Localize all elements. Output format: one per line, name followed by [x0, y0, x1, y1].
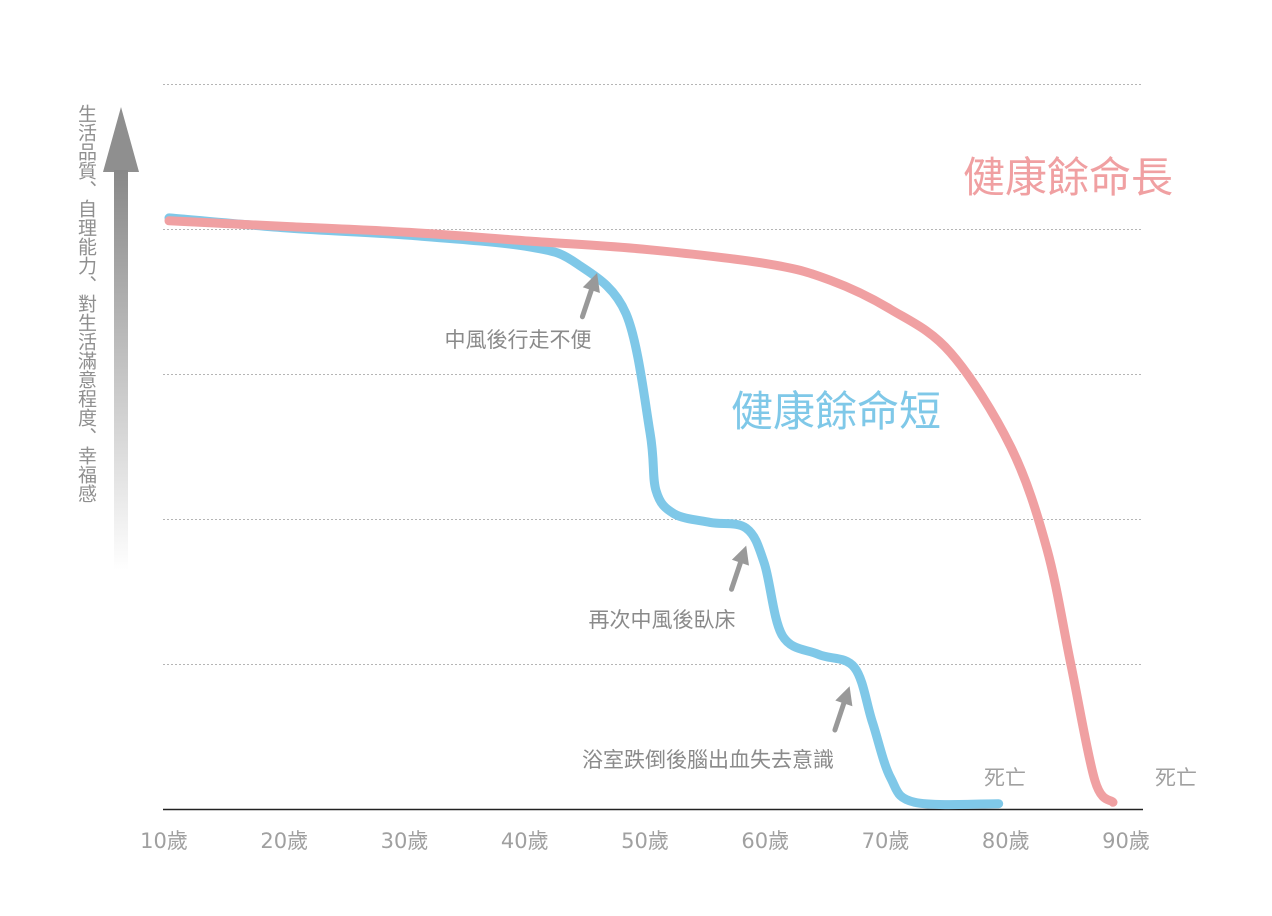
x-tick-label: 10歲	[140, 829, 188, 853]
annotation-arrow-icon	[729, 545, 749, 592]
x-tick-labels: 10歲 20歲 30歲 40歲 50歲 60歲 70歲 80歲 90歲	[140, 829, 1150, 853]
series-label-short: 健康餘命短	[731, 387, 941, 436]
x-tick-label: 60歲	[741, 829, 789, 853]
end-label-short: 死亡	[984, 766, 1026, 790]
series-label-long: 健康餘命長	[963, 153, 1173, 202]
x-tick-label: 90歲	[1102, 829, 1150, 853]
annotation-arrow-icon	[832, 686, 853, 733]
annotation-arrow-icon	[579, 273, 600, 320]
y-axis-label: 生活品質、自理能力、對生活滿意程度、幸福感	[75, 104, 97, 503]
end-label-long: 死亡	[1155, 766, 1197, 790]
x-tick-label: 80歲	[982, 829, 1030, 853]
annotation-label: 浴室跌倒後腦出血失去意識	[582, 748, 834, 772]
x-tick-label: 30歲	[381, 829, 429, 853]
x-tick-label: 50歲	[621, 829, 669, 853]
x-tick-label: 70歲	[862, 829, 910, 853]
grid-lines	[163, 84, 1143, 665]
y-axis-arrow-shaft	[114, 170, 128, 570]
y-axis-arrow-icon	[103, 107, 139, 172]
series-line-long	[164, 216, 1118, 807]
x-tick-label: 20歲	[260, 829, 308, 853]
x-tick-label: 40歲	[501, 829, 549, 853]
annotation-arrows	[579, 273, 853, 733]
series-lines	[164, 213, 1118, 810]
annotation-label: 中風後行走不便	[445, 328, 592, 352]
annotation-label: 再次中風後臥床	[589, 608, 736, 632]
